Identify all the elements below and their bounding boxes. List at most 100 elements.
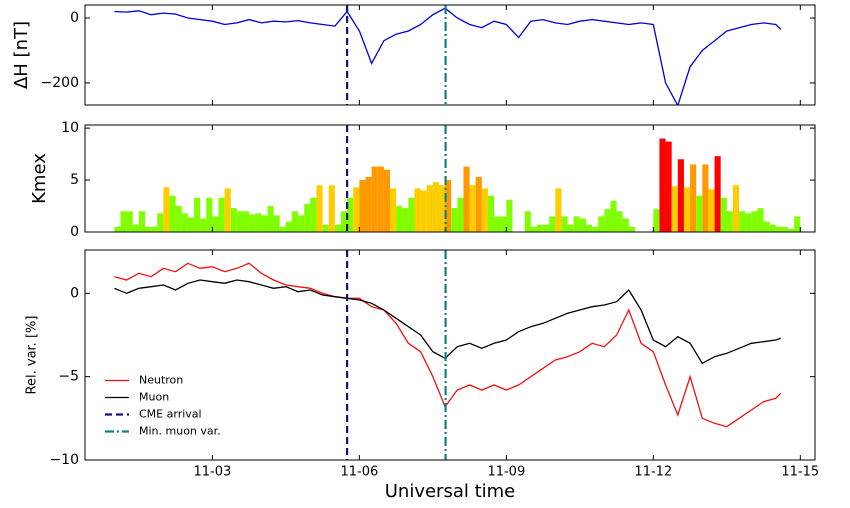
- bar: [555, 188, 562, 232]
- bar: [585, 224, 593, 232]
- bar: [506, 199, 513, 232]
- bar: [138, 211, 146, 232]
- bar: [212, 216, 219, 232]
- bar: [187, 217, 195, 232]
- bar: [298, 215, 305, 232]
- bar: [445, 180, 452, 232]
- bar: [206, 197, 213, 232]
- bar: [414, 188, 421, 232]
- y-tick-label: 10: [61, 120, 79, 136]
- bar: [120, 211, 127, 232]
- bar: [573, 216, 580, 232]
- bar: [530, 226, 537, 232]
- bar: [500, 216, 507, 232]
- plot-area: [114, 138, 801, 232]
- bar: [592, 226, 599, 232]
- bar: [775, 226, 782, 232]
- bar: [273, 215, 280, 232]
- line-series: [114, 279, 781, 365]
- bar: [175, 206, 182, 232]
- bar: [665, 141, 672, 232]
- x-tick-label: 11-09: [487, 465, 525, 480]
- plot-area: [114, 7, 782, 105]
- bar: [438, 185, 446, 232]
- bar: [145, 226, 152, 232]
- legend-label: Muon: [139, 391, 169, 404]
- bar: [732, 185, 740, 232]
- y-tick-label: −5: [58, 369, 79, 385]
- bar: [579, 218, 586, 232]
- y-axis-label: Kmex: [29, 153, 50, 204]
- bar: [224, 188, 231, 232]
- bar: [726, 211, 733, 232]
- bar: [340, 211, 348, 232]
- bar: [432, 182, 439, 232]
- bar: [365, 176, 372, 232]
- bar: [463, 166, 470, 232]
- bar: [677, 159, 684, 232]
- bar: [622, 218, 629, 232]
- bar: [708, 189, 715, 232]
- bar: [169, 195, 176, 232]
- bar: [494, 216, 501, 232]
- legend-label: Min. muon var.: [139, 425, 221, 438]
- bar: [426, 185, 433, 232]
- bar: [243, 211, 250, 232]
- bar: [359, 180, 366, 232]
- bar: [316, 185, 323, 232]
- bar: [481, 188, 488, 232]
- line-series: [114, 262, 782, 428]
- y-tick-label: −10: [49, 452, 79, 468]
- bar: [714, 156, 721, 232]
- axes-frame: [84, 4, 816, 106]
- bar: [487, 195, 495, 232]
- bar: [549, 216, 556, 232]
- bar: [126, 211, 133, 232]
- bar: [304, 203, 311, 232]
- bar: [420, 190, 427, 232]
- x-tick-label: 11-12: [634, 465, 672, 480]
- bar: [310, 197, 317, 232]
- bar: [249, 214, 256, 232]
- bar: [334, 224, 341, 232]
- bar: [236, 211, 244, 232]
- bar: [598, 216, 605, 232]
- bar: [757, 208, 764, 232]
- bar: [151, 226, 158, 232]
- bar: [353, 187, 360, 232]
- bar: [181, 213, 188, 232]
- bar: [788, 228, 795, 232]
- bar: [132, 224, 139, 232]
- y-tick-label: 5: [70, 172, 79, 188]
- bar: [671, 186, 678, 232]
- bar: [163, 187, 170, 232]
- x-tick-label: 11-03: [193, 465, 231, 480]
- y-axis-label: Rel. var. [%]: [25, 316, 40, 395]
- line-series: [114, 7, 782, 105]
- bar: [396, 206, 403, 232]
- bar: [696, 195, 703, 232]
- bar: [261, 215, 268, 232]
- bar: [751, 211, 758, 232]
- bar: [383, 169, 390, 232]
- plot-area: [114, 262, 782, 428]
- legend-label: CME arrival: [139, 408, 202, 421]
- bar: [408, 197, 415, 232]
- bar: [267, 206, 274, 232]
- bar: [194, 197, 201, 232]
- axes-frame: [84, 249, 816, 461]
- bar: [457, 197, 464, 232]
- bar: [200, 218, 207, 232]
- bar: [653, 209, 660, 232]
- bar: [683, 187, 691, 232]
- bar: [285, 221, 292, 232]
- bar: [720, 197, 727, 232]
- axes-frame: [84, 124, 816, 233]
- bar: [157, 213, 164, 232]
- y-tick-label: −200: [41, 75, 79, 91]
- bar: [659, 138, 666, 232]
- bar: [328, 185, 335, 232]
- bar: [745, 213, 752, 232]
- x-tick-label: 11-15: [781, 465, 819, 480]
- bar: [610, 200, 617, 232]
